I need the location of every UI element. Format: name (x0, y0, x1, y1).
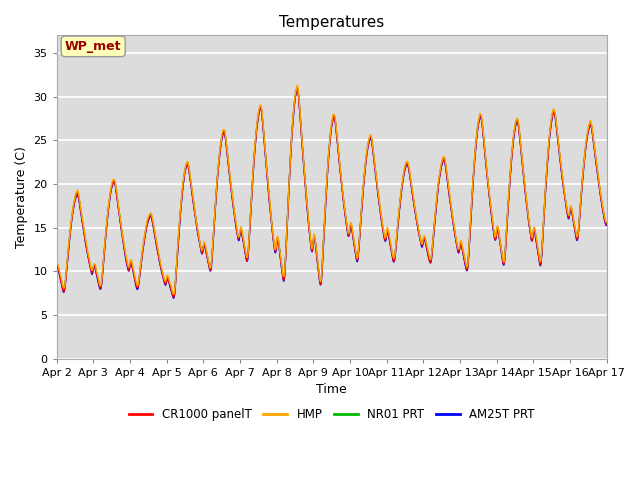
Y-axis label: Temperature (C): Temperature (C) (15, 146, 28, 248)
Title: Temperatures: Temperatures (279, 15, 384, 30)
Legend: CR1000 panelT, HMP, NR01 PRT, AM25T PRT: CR1000 panelT, HMP, NR01 PRT, AM25T PRT (124, 403, 540, 426)
Text: WP_met: WP_met (65, 40, 122, 53)
X-axis label: Time: Time (316, 384, 347, 396)
